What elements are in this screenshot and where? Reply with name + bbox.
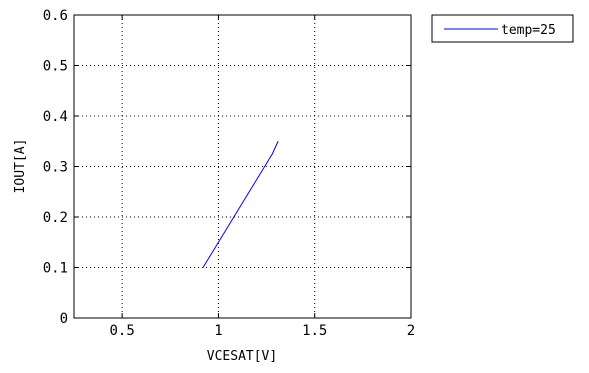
axis-ticks: 0.5 1 1.5 2 0 0.1 0.2 0.3 0.4 0.5 0.6 bbox=[43, 8, 416, 339]
x-axis-title: VCESAT[V] bbox=[207, 349, 277, 364]
y-tick-label: 0.5 bbox=[43, 59, 68, 75]
legend: temp=25 bbox=[431, 14, 574, 43]
y-tick-label: 0.1 bbox=[43, 261, 68, 277]
x-tick-label: 2 bbox=[407, 323, 415, 339]
y-tick-label: 0.4 bbox=[43, 109, 68, 125]
x-tick-label: 0.5 bbox=[109, 323, 134, 339]
y-tick-label: 0 bbox=[60, 311, 68, 327]
legend-label-temp-25: temp=25 bbox=[501, 23, 556, 38]
y-axis-title: IOUT[A] bbox=[13, 139, 28, 194]
y-tick-label: 0.6 bbox=[43, 8, 68, 24]
x-tick-label: 1 bbox=[214, 323, 222, 339]
series-layer bbox=[202, 141, 279, 268]
x-tick-label: 1.5 bbox=[302, 323, 327, 339]
grid bbox=[74, 15, 411, 318]
series-line-temp-25 bbox=[202, 141, 279, 268]
y-tick-label: 0.3 bbox=[43, 160, 68, 176]
y-tick-label: 0.2 bbox=[43, 210, 68, 226]
